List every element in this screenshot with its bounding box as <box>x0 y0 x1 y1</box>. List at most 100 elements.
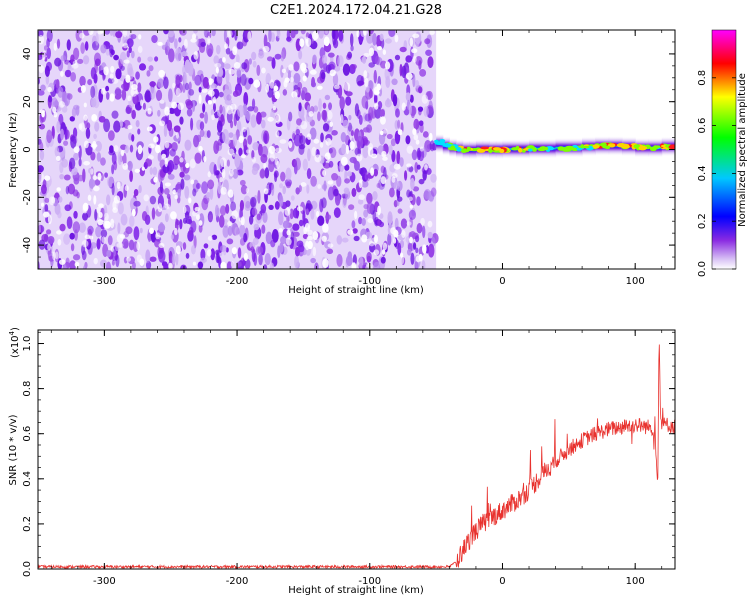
noise-gap <box>42 211 50 218</box>
noise-blob <box>338 30 344 42</box>
spectrogram-ytick-label: 0 <box>22 146 33 152</box>
noise-blob <box>243 138 248 150</box>
noise-blob <box>210 83 217 89</box>
noise-gap <box>140 99 144 107</box>
noise-gap <box>261 67 266 74</box>
noise-gap <box>83 160 90 166</box>
noise-gap <box>307 229 313 235</box>
noise-blob <box>274 171 278 183</box>
noise-blob <box>103 30 111 35</box>
noise-blob <box>209 186 214 200</box>
noise-blob <box>336 253 343 267</box>
noise-blob <box>399 157 404 167</box>
noise-blob <box>366 124 373 133</box>
noise-blob <box>415 56 423 66</box>
noise-gap <box>377 45 383 51</box>
noise-gap <box>304 222 311 232</box>
noise-blob <box>372 190 378 201</box>
noise-blob <box>330 130 338 136</box>
noise-blob <box>345 91 353 97</box>
noise-blob <box>46 30 53 43</box>
noise-gap <box>382 242 388 251</box>
noise-blob <box>151 207 156 220</box>
snr-scale-label: (x104) <box>8 327 21 358</box>
noise-gap <box>177 102 185 111</box>
noise-blob <box>109 48 114 58</box>
noise-blob <box>320 132 324 143</box>
noise-gap <box>99 30 106 34</box>
noise-gap <box>81 240 89 248</box>
noise-gap <box>134 168 141 173</box>
noise-blob <box>418 86 423 94</box>
noise-gap <box>233 62 241 69</box>
noise-blob <box>323 162 331 169</box>
noise-blob <box>322 102 327 109</box>
noise-gap <box>422 244 427 254</box>
noise-blob <box>44 204 49 213</box>
noise-gap <box>93 257 98 265</box>
noise-blob <box>230 201 236 212</box>
noise-blob <box>48 95 53 103</box>
noise-blob <box>65 185 70 195</box>
noise-blob <box>103 118 111 133</box>
noise-gap <box>289 77 295 83</box>
noise-blob <box>52 100 60 107</box>
noise-gap <box>409 204 413 209</box>
noise-blob <box>378 131 386 145</box>
noise-blob <box>252 60 257 68</box>
noise-gap <box>429 30 435 35</box>
noise-gap <box>263 163 267 169</box>
noise-gap <box>171 101 178 109</box>
noise-blob <box>166 39 170 51</box>
noise-gap <box>361 234 368 243</box>
noise-gap <box>345 144 350 155</box>
noise-blob <box>274 201 280 210</box>
noise-gap <box>116 242 124 248</box>
noise-blob <box>225 69 230 84</box>
noise-blob <box>349 33 354 47</box>
noise-blob <box>341 237 349 243</box>
noise-gap <box>302 75 307 82</box>
noise-blob <box>250 246 255 253</box>
noise-blob <box>324 94 331 101</box>
noise-gap <box>374 102 379 110</box>
noise-blob <box>227 89 233 95</box>
noise-blob <box>216 44 221 55</box>
noise-blob <box>368 89 374 99</box>
noise-gap <box>109 93 115 102</box>
noise-gap <box>122 42 129 49</box>
noise-gap <box>400 255 405 265</box>
snr-plot: -300 -200 -100 0 100 0.0 0.2 0.4 0.6 0.8 1.0 Heigh… <box>8 327 676 596</box>
noise-gap <box>278 228 283 233</box>
noise-gap <box>418 253 423 262</box>
noise-blob <box>183 174 191 181</box>
noise-blob <box>126 50 130 58</box>
noise-blob <box>45 74 50 85</box>
noise-blob <box>90 151 96 161</box>
noise-blob <box>282 220 289 229</box>
noise-blob <box>306 184 310 194</box>
noise-blob <box>107 235 113 246</box>
noise-blob <box>224 63 231 70</box>
spectrogram-ylabel: Frequency (Hz) <box>8 112 19 188</box>
noise-blob <box>180 264 187 269</box>
noise-gap <box>393 237 397 244</box>
noise-blob <box>133 200 141 207</box>
noise-blob <box>162 163 170 174</box>
noise-blob <box>265 231 273 245</box>
noise-blob <box>394 54 401 61</box>
noise-gap <box>79 32 85 39</box>
noise-blob <box>250 114 257 128</box>
noise-blob <box>354 103 360 117</box>
noise-blob <box>313 105 319 112</box>
noise-blob <box>277 245 281 258</box>
noise-blob <box>163 125 168 138</box>
noise-blob <box>59 223 66 232</box>
noise-blob <box>293 84 298 90</box>
noise-blob <box>212 102 217 113</box>
noise-gap <box>382 49 387 55</box>
noise-blob <box>278 194 284 207</box>
noise-blob <box>77 58 84 64</box>
noise-blob <box>406 248 412 256</box>
